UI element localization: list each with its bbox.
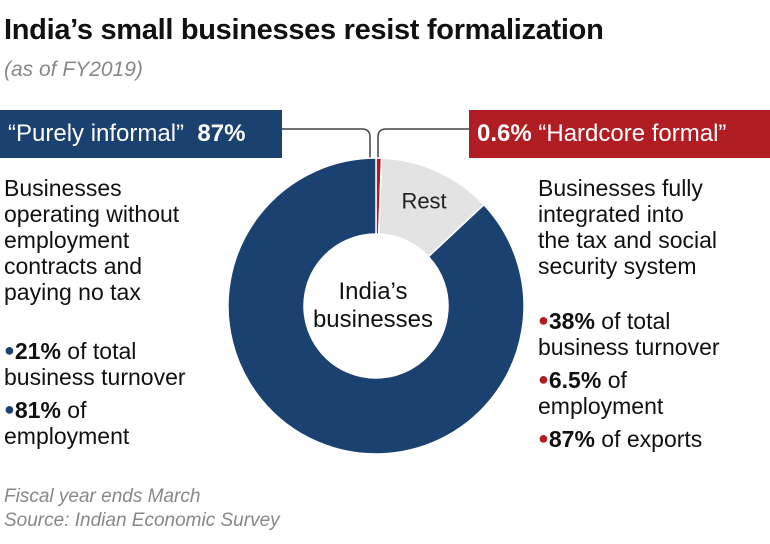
desc-line: Businesses — [4, 175, 122, 201]
informal-bullets: ●21% of total business turnover ●81% of em… — [4, 337, 186, 455]
desc-line: the tax and social — [538, 227, 718, 253]
bullet-item: ●6.5% of employment — [538, 367, 664, 419]
desc-line: paying no tax — [4, 279, 141, 305]
bullet-item: ●21% of total business turnover — [4, 338, 186, 390]
informal-label-box: “Purely informal” 87% — [0, 110, 282, 158]
desc-line: employment — [4, 227, 130, 253]
slice-purely-informal — [227, 157, 525, 455]
bullet-item: ●81% of employment — [4, 397, 130, 449]
informal-pct: 87% — [197, 120, 246, 147]
chart-title: India’s small businesses resist formaliz… — [4, 14, 604, 46]
footnote: Fiscal year ends March — [4, 486, 201, 507]
bullet-item: ●87% of exports — [538, 426, 703, 452]
chart-subtitle: (as of FY2019) — [4, 58, 143, 81]
formal-label: “Hardcore formal” — [538, 120, 727, 147]
formal-leader-line — [377, 128, 469, 160]
formal-pct: 0.6% — [477, 120, 532, 147]
formal-description: Businesses fully integrated into the tax… — [538, 175, 717, 279]
informal-label: “Purely informal” — [8, 120, 185, 147]
center-label: businesses — [313, 306, 433, 333]
informal-description: Businesses operating without employment … — [4, 175, 179, 305]
desc-line: integrated into — [538, 201, 684, 227]
desc-line: contracts and — [4, 253, 143, 279]
source: Source: Indian Economic Survey — [4, 510, 280, 531]
slice-label: Rest — [401, 188, 446, 213]
formal-label-box: 0.6% “Hardcore formal” — [469, 110, 770, 158]
desc-line: operating without — [4, 201, 180, 227]
bullet-item: ●38% of total business turnover — [538, 308, 720, 360]
desc-line: Businesses fully — [538, 175, 703, 201]
center-label: India’s — [339, 278, 408, 305]
desc-line: security system — [538, 253, 697, 279]
informal-leader-line — [282, 128, 371, 160]
formal-bullets: ●38% of total business turnover ●6.5% of e… — [538, 307, 720, 458]
